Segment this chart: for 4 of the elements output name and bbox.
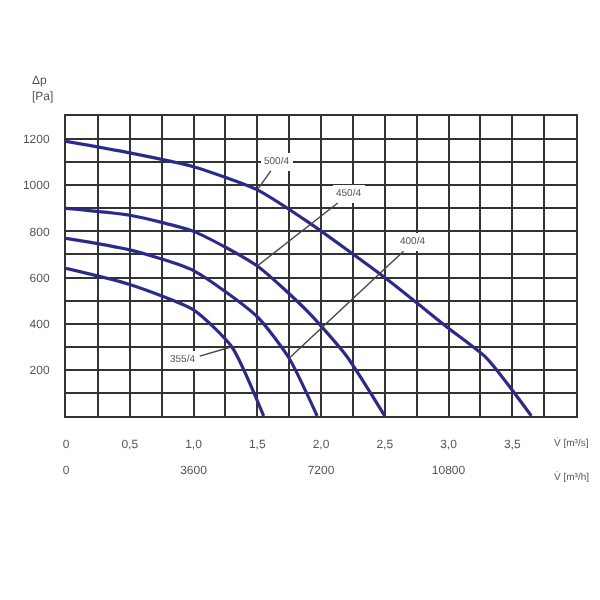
line-series	[66, 139, 533, 416]
line-series	[66, 236, 319, 416]
line-series	[66, 266, 266, 416]
line-series	[66, 206, 387, 416]
